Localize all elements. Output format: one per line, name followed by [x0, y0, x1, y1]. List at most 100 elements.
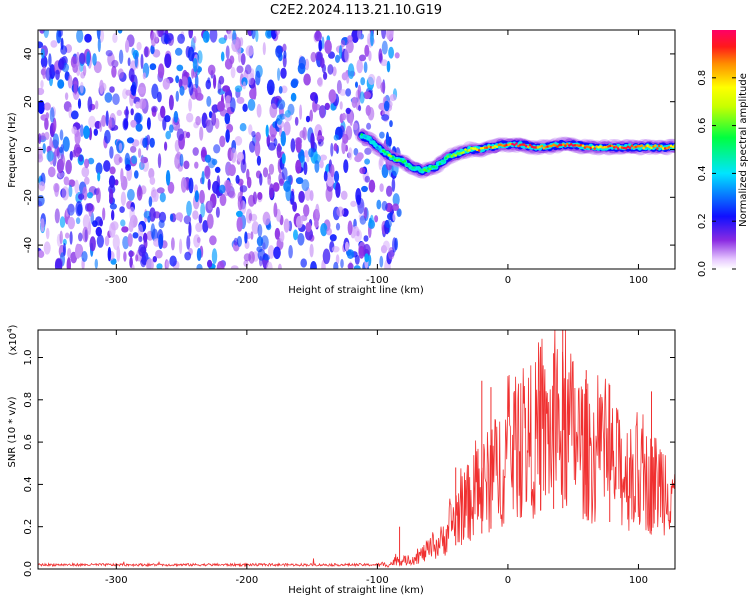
noise-blob [63, 176, 70, 186]
signal-track-point [401, 160, 405, 164]
noise-blob [280, 131, 286, 147]
noise-blob [314, 160, 320, 173]
noise-blob [82, 65, 87, 77]
noise-blob [180, 177, 187, 193]
noise-blob [234, 85, 243, 93]
noise-blob [347, 63, 355, 80]
snr-multiplier-close: ) [8, 324, 19, 328]
noise-blob [389, 94, 397, 102]
noise-blob [191, 68, 195, 79]
noise-blob [300, 258, 308, 268]
noise-blob [275, 30, 281, 36]
noise-blob [276, 114, 283, 125]
signal-track-point [566, 142, 569, 146]
noise-blob [330, 164, 335, 178]
noise-blob [367, 219, 376, 229]
signal-track-point [513, 143, 516, 147]
noise-blob [84, 33, 92, 43]
noise-blob [38, 154, 44, 163]
snr-multiplier-base: (x10 [8, 333, 19, 356]
noise-blob [48, 166, 56, 178]
snr-panel: -300 -200 -100 0 100 0.0 0.2 0.4 0.6 0.8 1.0 Heig… [6, 324, 676, 596]
top-ytick-label: 0 [23, 146, 34, 152]
signal-track-point [417, 167, 420, 170]
noise-blob [150, 223, 156, 239]
noise-blob [249, 140, 256, 153]
noise-blob [114, 179, 119, 186]
noise-blob [392, 203, 399, 211]
noise-blob [277, 67, 281, 81]
noise-blob [50, 40, 58, 48]
noise-blob [222, 85, 231, 92]
noise-blob [392, 193, 400, 207]
noise-blob [111, 65, 117, 78]
noise-blob [358, 245, 365, 259]
noise-blob [333, 261, 339, 269]
noise-blob [376, 199, 382, 210]
noise-blob [386, 185, 393, 197]
noise-blob [320, 223, 328, 237]
signal-track-point [599, 145, 602, 148]
noise-blob [205, 79, 212, 90]
noise-blob [194, 161, 199, 169]
noise-blob [150, 44, 155, 55]
signal-track-point [462, 151, 465, 154]
signal-track-point [485, 146, 489, 149]
noise-blob [195, 222, 203, 233]
noise-blob [164, 115, 171, 123]
noise-blob [97, 37, 101, 53]
noise-blob [386, 30, 394, 41]
noise-blob [237, 195, 243, 211]
noise-blob [363, 207, 368, 219]
signal-track-point [448, 153, 452, 157]
signal-track-point [360, 133, 364, 136]
noise-blob [188, 30, 193, 39]
colorbar: 0.0 0.2 0.4 0.6 0.8 Normalized spectral ampl… [697, 30, 749, 277]
noise-blob [78, 193, 85, 200]
noise-blob [262, 167, 269, 178]
noise-blob [355, 81, 358, 88]
noise-blob [308, 148, 314, 158]
noise-blob [380, 82, 386, 93]
noise-blob [57, 30, 62, 38]
noise-blob [259, 173, 263, 186]
noise-blob [220, 51, 225, 62]
noise-blob [188, 98, 193, 112]
noise-blob [130, 145, 137, 153]
noise-blob [137, 224, 144, 240]
noise-blob [310, 51, 317, 63]
top-ytick-label: 40 [23, 48, 34, 61]
noise-blob [218, 37, 227, 44]
noise-blob [156, 263, 163, 269]
signal-track-point [564, 144, 567, 147]
noise-blob [143, 232, 148, 243]
noise-blob [59, 129, 64, 141]
noise-blob [96, 234, 104, 248]
noise-blob [109, 86, 115, 93]
noise-blob [379, 183, 384, 193]
noise-blob [209, 30, 218, 43]
bottom-y-axis: 0.0 0.2 0.4 0.6 0.8 1.0 [23, 350, 675, 577]
noise-blob [125, 106, 129, 122]
noise-blob [152, 256, 157, 263]
noise-blob [347, 262, 354, 269]
noise-blob [327, 64, 334, 75]
signal-track-point [517, 144, 520, 148]
noise-blob [86, 202, 94, 212]
noise-blob [386, 60, 391, 73]
noise-blob [313, 104, 321, 111]
noise-blob [364, 253, 370, 263]
noise-blob [192, 147, 199, 156]
noise-blob [104, 235, 110, 247]
noise-blob [353, 148, 359, 156]
noise-blob [306, 155, 310, 163]
signal-track-point [620, 146, 624, 149]
signal-track-point [444, 156, 448, 160]
noise-blob [219, 135, 226, 148]
noise-blob [81, 251, 88, 262]
noise-blob [339, 45, 343, 59]
bottom-ytick-label: 0.6 [23, 434, 34, 450]
noise-blob [158, 219, 165, 229]
noise-blob [202, 220, 209, 233]
noise-blob [361, 185, 368, 193]
